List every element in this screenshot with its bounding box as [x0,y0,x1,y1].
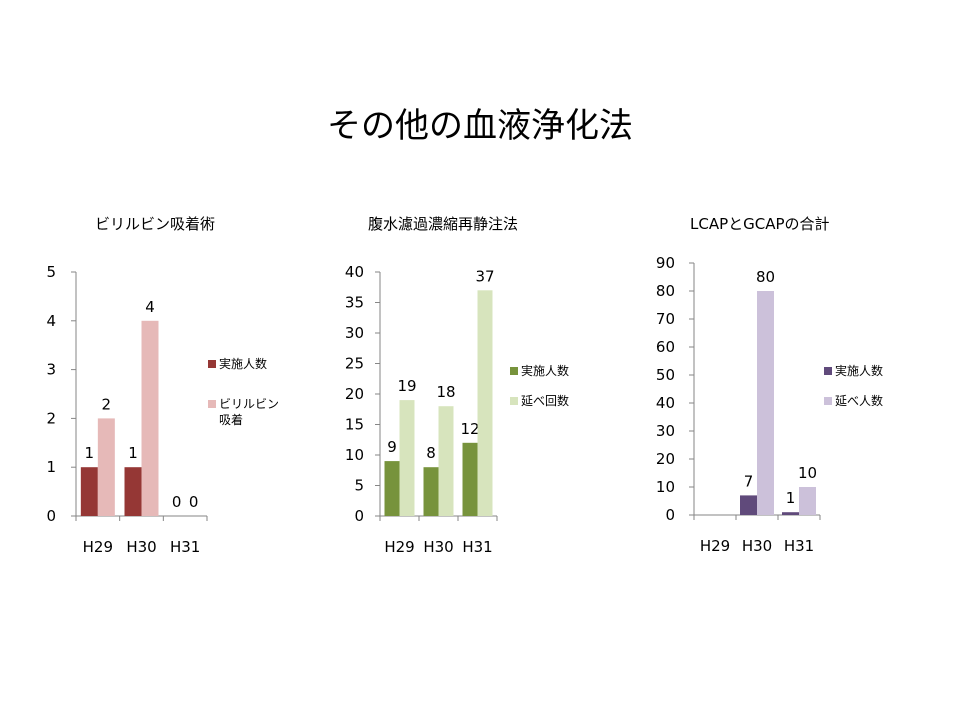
data-label: 0 [172,493,182,511]
y-tick-label: 1 [46,458,56,476]
y-tick-label: 35 [345,294,364,312]
y-tick-label: 70 [656,310,675,328]
y-tick-label: 5 [46,263,56,281]
data-label: 9 [387,438,397,456]
y-tick-label: 5 [354,477,364,495]
y-tick-label: 50 [656,366,675,384]
data-label: 1 [85,444,95,462]
y-tick-label: 80 [656,282,675,300]
y-tick-label: 40 [345,263,364,281]
x-tick-label: H30 [423,538,453,556]
legend-label: 実施人数 [521,363,569,378]
y-tick-label: 10 [345,446,364,464]
bar-2 [477,290,493,516]
chart-title: LCAPとGCAPの合計 [690,215,830,233]
bar-2 [399,400,415,516]
data-label: 2 [102,395,112,413]
y-tick-label: 0 [665,506,675,524]
y-tick-label: 90 [656,254,675,272]
chart-ascites: 腹水濾過濃縮再静注法 0 5 10 15 20 25 30 35 40 9 19 H29 8 18 H30 1… [345,215,569,556]
bar-1 [462,442,478,516]
data-label: 10 [798,464,817,482]
data-label: 12 [460,420,479,438]
legend-label: 吸着 [219,412,243,427]
y-tick-label: 0 [354,507,364,525]
bar-2 [799,487,816,515]
y-tick-label: 15 [345,416,364,434]
data-label: 1 [786,489,796,507]
x-tick-label: H29 [83,538,113,556]
y-tick-label: 20 [345,385,364,403]
legend-swatch [824,367,832,375]
data-label: 80 [756,268,775,286]
chart-ascites-svg: 0 5 10 15 20 25 30 35 40 9 19 H29 8 18 H30 12 37 H31 実施人数延… [345,263,569,556]
legend-swatch [510,367,518,375]
legend-label: 延べ回数 [521,393,569,408]
x-tick-label: H31 [170,538,200,556]
bar-1 [423,467,439,516]
y-tick-label: 20 [656,450,675,468]
bar-2 [141,320,159,516]
legend-swatch [208,400,216,408]
legend-label: 実施人数 [835,363,883,378]
bar-2 [97,418,115,516]
bar-2 [757,291,774,515]
data-label: 8 [426,444,436,462]
y-tick-label: 30 [656,422,675,440]
y-tick-label: 3 [46,361,56,379]
x-tick-label: H31 [784,537,814,555]
y-tick-label: 10 [656,478,675,496]
data-label: 4 [145,298,155,316]
x-tick-label: H29 [700,537,730,555]
data-label: 37 [475,267,494,285]
y-tick-label: 30 [345,324,364,342]
legend-label: 実施人数 [219,356,267,371]
chart-bilirubin: ビリルビン吸着術 0 1 2 3 4 5 1 2 H29 1 4 H30 0 0 H31 実施人数 ビリルビン吸… [0,0,320,720]
x-tick-label: H29 [384,538,414,556]
y-tick-label: 60 [656,338,675,356]
bar-1 [80,467,98,516]
bar-2 [438,406,454,516]
x-tick-label: H30 [126,538,156,556]
legend-label: 延べ人数 [835,393,883,408]
data-label: 0 [189,493,199,511]
bar-1 [740,495,757,515]
legend-swatch [824,397,832,405]
y-tick-label: 4 [46,312,56,330]
chart-title: 腹水濾過濃縮再静注法 [368,215,519,233]
data-label: 1 [128,444,138,462]
y-tick-label: 25 [345,355,364,373]
chart-title: ビリルビン吸着術 [95,215,216,233]
legend-swatch [510,397,518,405]
data-label: 7 [744,472,754,490]
y-tick-label: 40 [656,394,675,412]
bar-1 [384,461,400,516]
data-label: 19 [397,377,416,395]
x-tick-label: H30 [742,537,772,555]
legend-swatch [208,360,216,368]
y-tick-label: 0 [46,507,56,525]
x-tick-label: H31 [462,538,492,556]
bar-1 [782,512,799,515]
slide-title: その他の血液浄化法 [327,106,633,146]
data-label: 18 [436,383,455,401]
bar-1 [124,467,142,516]
legend-label: ビリルビン [219,397,279,411]
y-tick-label: 2 [46,409,56,427]
